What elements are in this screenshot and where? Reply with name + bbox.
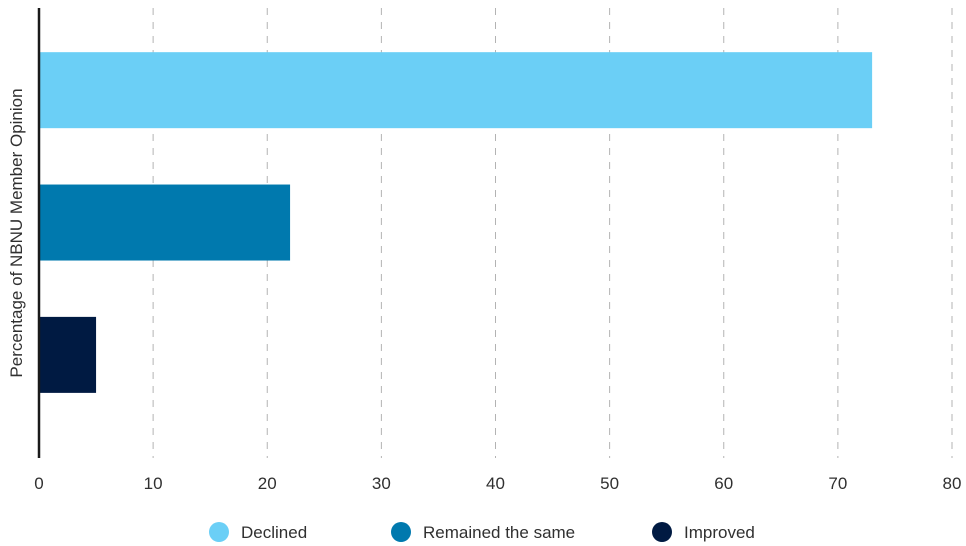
x-tick-label: 40 (486, 474, 505, 493)
x-axis-ticks: 0 10 20 30 40 50 60 70 80 (34, 474, 961, 493)
x-tick-label: 60 (714, 474, 733, 493)
x-tick-label: 30 (372, 474, 391, 493)
legend: Declined Remained the same Improved (209, 522, 755, 542)
bar-improved (40, 316, 97, 393)
x-tick-label: 80 (943, 474, 962, 493)
x-tick-label: 50 (600, 474, 619, 493)
legend-label-remained-the-same: Remained the same (423, 523, 575, 542)
legend-swatch-improved (652, 522, 672, 542)
legend-label-declined: Declined (241, 523, 307, 542)
bars (40, 52, 873, 393)
legend-swatch-declined (209, 522, 229, 542)
legend-swatch-remained-the-same (391, 522, 411, 542)
bar-remained-the-same (40, 184, 291, 261)
x-tick-label: 0 (34, 474, 43, 493)
legend-label-improved: Improved (684, 523, 755, 542)
bar-declined (40, 52, 873, 129)
x-tick-label: 20 (258, 474, 277, 493)
x-tick-label: 10 (144, 474, 163, 493)
x-tick-label: 70 (828, 474, 847, 493)
y-axis-title: Percentage of NBNU Member Opinion (7, 88, 26, 377)
